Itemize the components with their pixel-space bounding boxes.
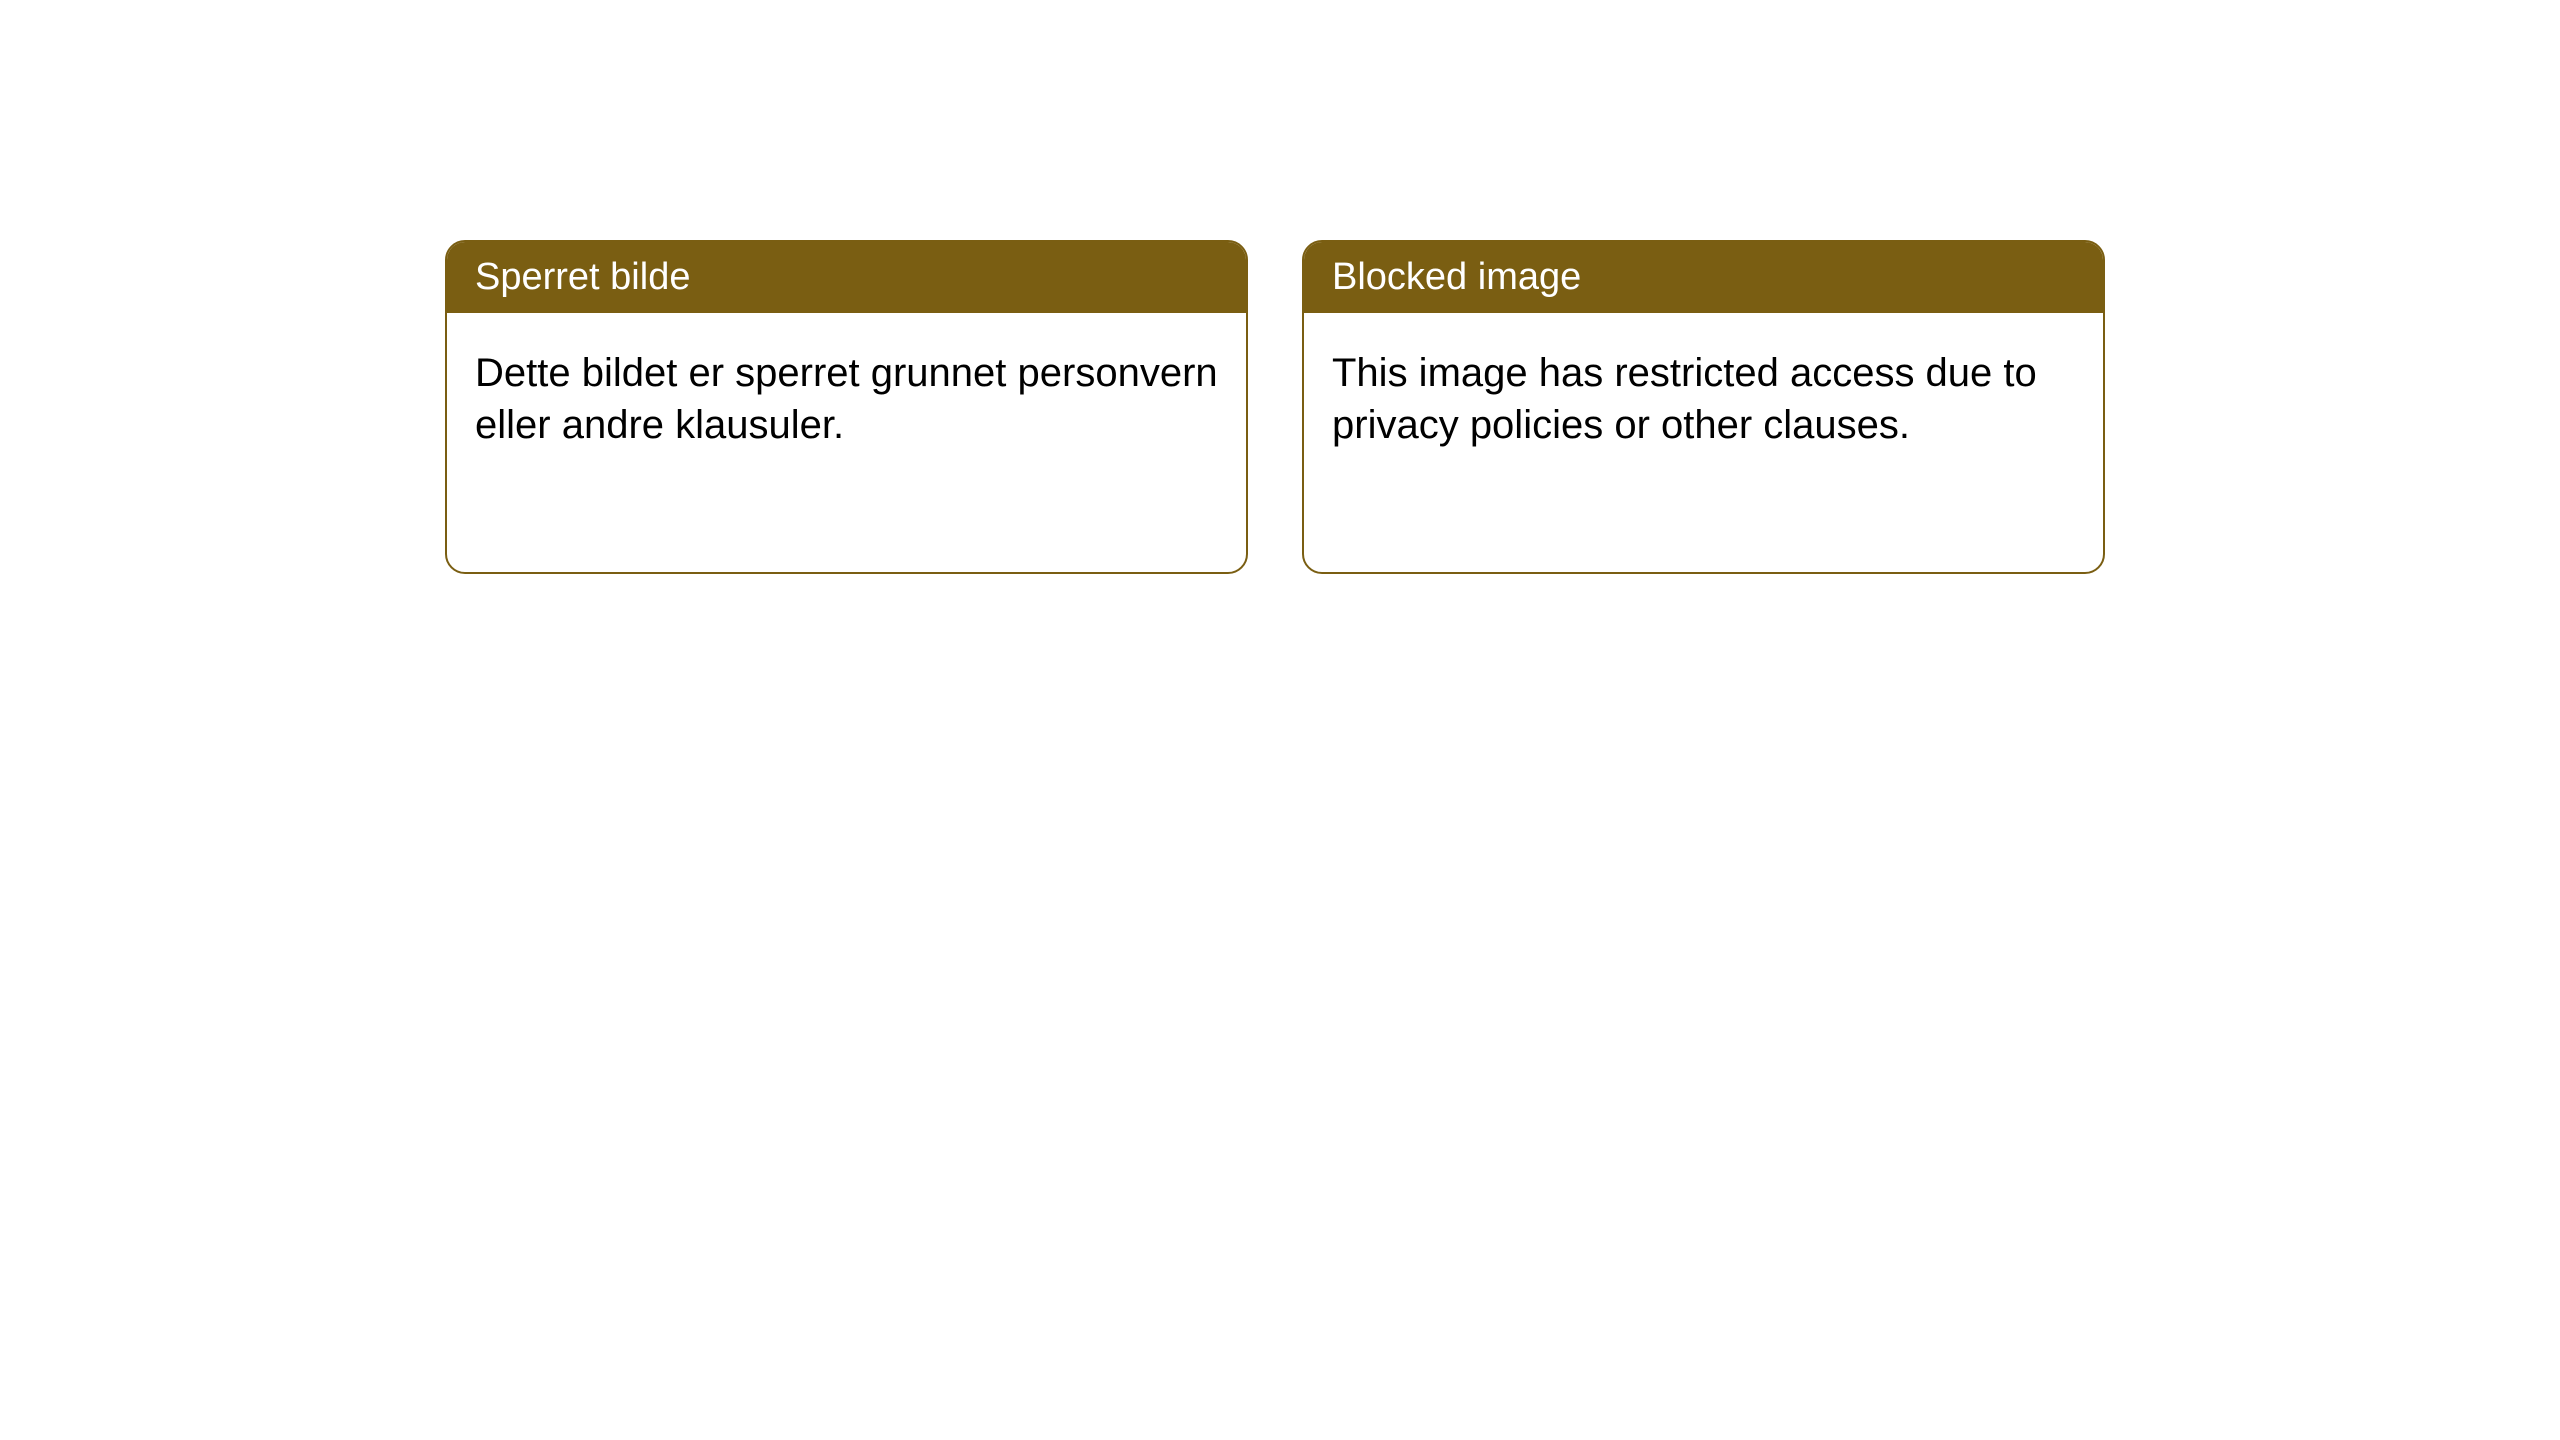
notice-title-norwegian: Sperret bilde xyxy=(475,256,690,298)
notice-header-english: Blocked image xyxy=(1304,242,2103,313)
notice-box-english: Blocked image This image has restricted … xyxy=(1302,240,2105,574)
notice-body-norwegian: Dette bildet er sperret grunnet personve… xyxy=(447,313,1246,485)
notice-text-english: This image has restricted access due to … xyxy=(1332,351,2037,447)
notice-header-norwegian: Sperret bilde xyxy=(447,242,1246,313)
notice-title-english: Blocked image xyxy=(1332,256,1581,298)
notice-box-norwegian: Sperret bilde Dette bildet er sperret gr… xyxy=(445,240,1248,574)
notice-text-norwegian: Dette bildet er sperret grunnet personve… xyxy=(475,351,1218,447)
notice-body-english: This image has restricted access due to … xyxy=(1304,313,2103,485)
notice-container: Sperret bilde Dette bildet er sperret gr… xyxy=(445,240,2105,574)
